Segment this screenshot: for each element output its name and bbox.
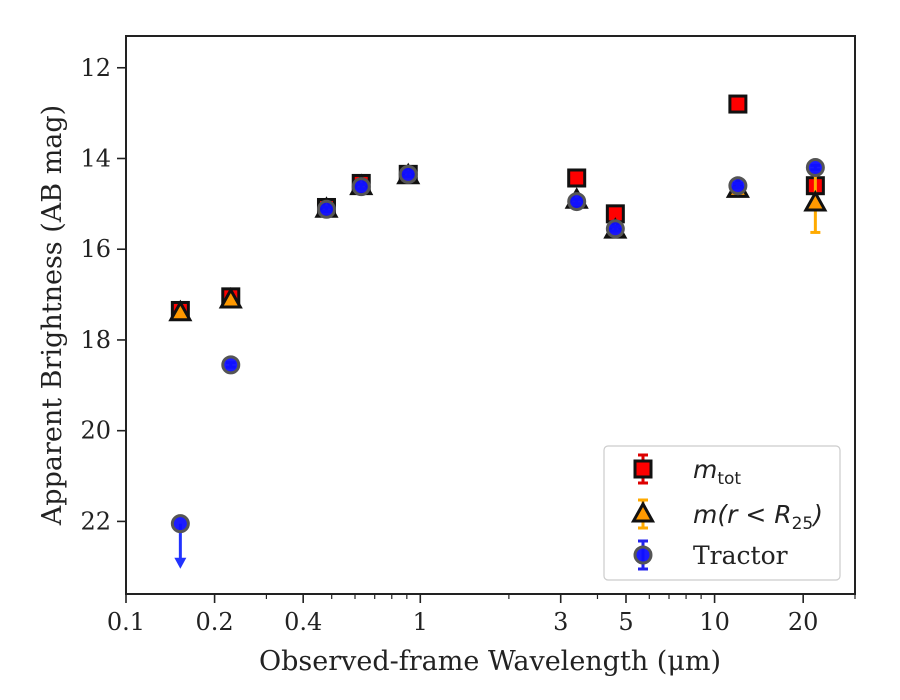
x-tick-label: 1: [413, 608, 428, 636]
y-tick-label: 20: [80, 417, 111, 445]
x-tick-label: 0.4: [284, 608, 322, 636]
legend-marker-tractor: [633, 545, 653, 565]
m25-point: [168, 299, 193, 322]
legend-entry-m25: m(r < R25): [630, 498, 823, 534]
tractor-point: [221, 355, 241, 375]
y-tick-label: 22: [80, 507, 111, 535]
legend-marker-m25: [630, 500, 656, 523]
m25-point: [218, 286, 243, 309]
legend-entry-mtot: mtot: [633, 453, 741, 489]
x-tick-label: 20: [788, 608, 819, 636]
legend-entry-tractor: Tractor: [633, 539, 788, 571]
y-tick-label: 18: [80, 326, 111, 354]
tractor-point: [805, 158, 825, 178]
legend-label-tractor: Tractor: [693, 541, 788, 570]
legend-box: [603, 445, 841, 581]
y-axis-label: Apparent Brightness (AB mag): [37, 105, 68, 526]
x-tick-label: 0.1: [107, 608, 145, 636]
y-tick-label: 16: [80, 235, 111, 263]
series-tractor: [170, 158, 825, 569]
x-tick-label: 0.2: [196, 608, 234, 636]
m25-point: [803, 189, 828, 212]
x-tick-label: 5: [618, 608, 633, 636]
tractor-point: [351, 177, 371, 197]
legend-label-m25: m(r < R25): [693, 500, 823, 534]
tractor-point: [316, 199, 336, 219]
x-tick-label: 10: [699, 608, 730, 636]
legend-label-mtot: mtot: [693, 455, 741, 489]
y-tick-label: 14: [80, 144, 111, 172]
upper-limit-arrowhead: [174, 557, 187, 569]
mtot-point: [728, 94, 748, 114]
tractor-point: [398, 164, 418, 184]
mtot-point: [567, 168, 587, 188]
tractor-point: [170, 514, 190, 534]
data-marks: [168, 94, 828, 569]
x-axis-label: Observed-frame Wavelength (μm): [259, 646, 721, 677]
tractor-point: [728, 176, 748, 196]
x-tick-label: 3: [553, 608, 568, 636]
legend: mtot m(r < R25) Tractor: [603, 445, 841, 581]
y-tick-label: 12: [80, 54, 111, 82]
tractor-point: [567, 192, 587, 212]
axis-ticks: 0.1 0.2 0.4 1 3 5 10 20 12 14 16 18 20 22: [80, 54, 856, 636]
tractor-point: [605, 219, 625, 239]
legend-marker-mtot: [633, 459, 653, 479]
plot-frame: [125, 35, 856, 595]
